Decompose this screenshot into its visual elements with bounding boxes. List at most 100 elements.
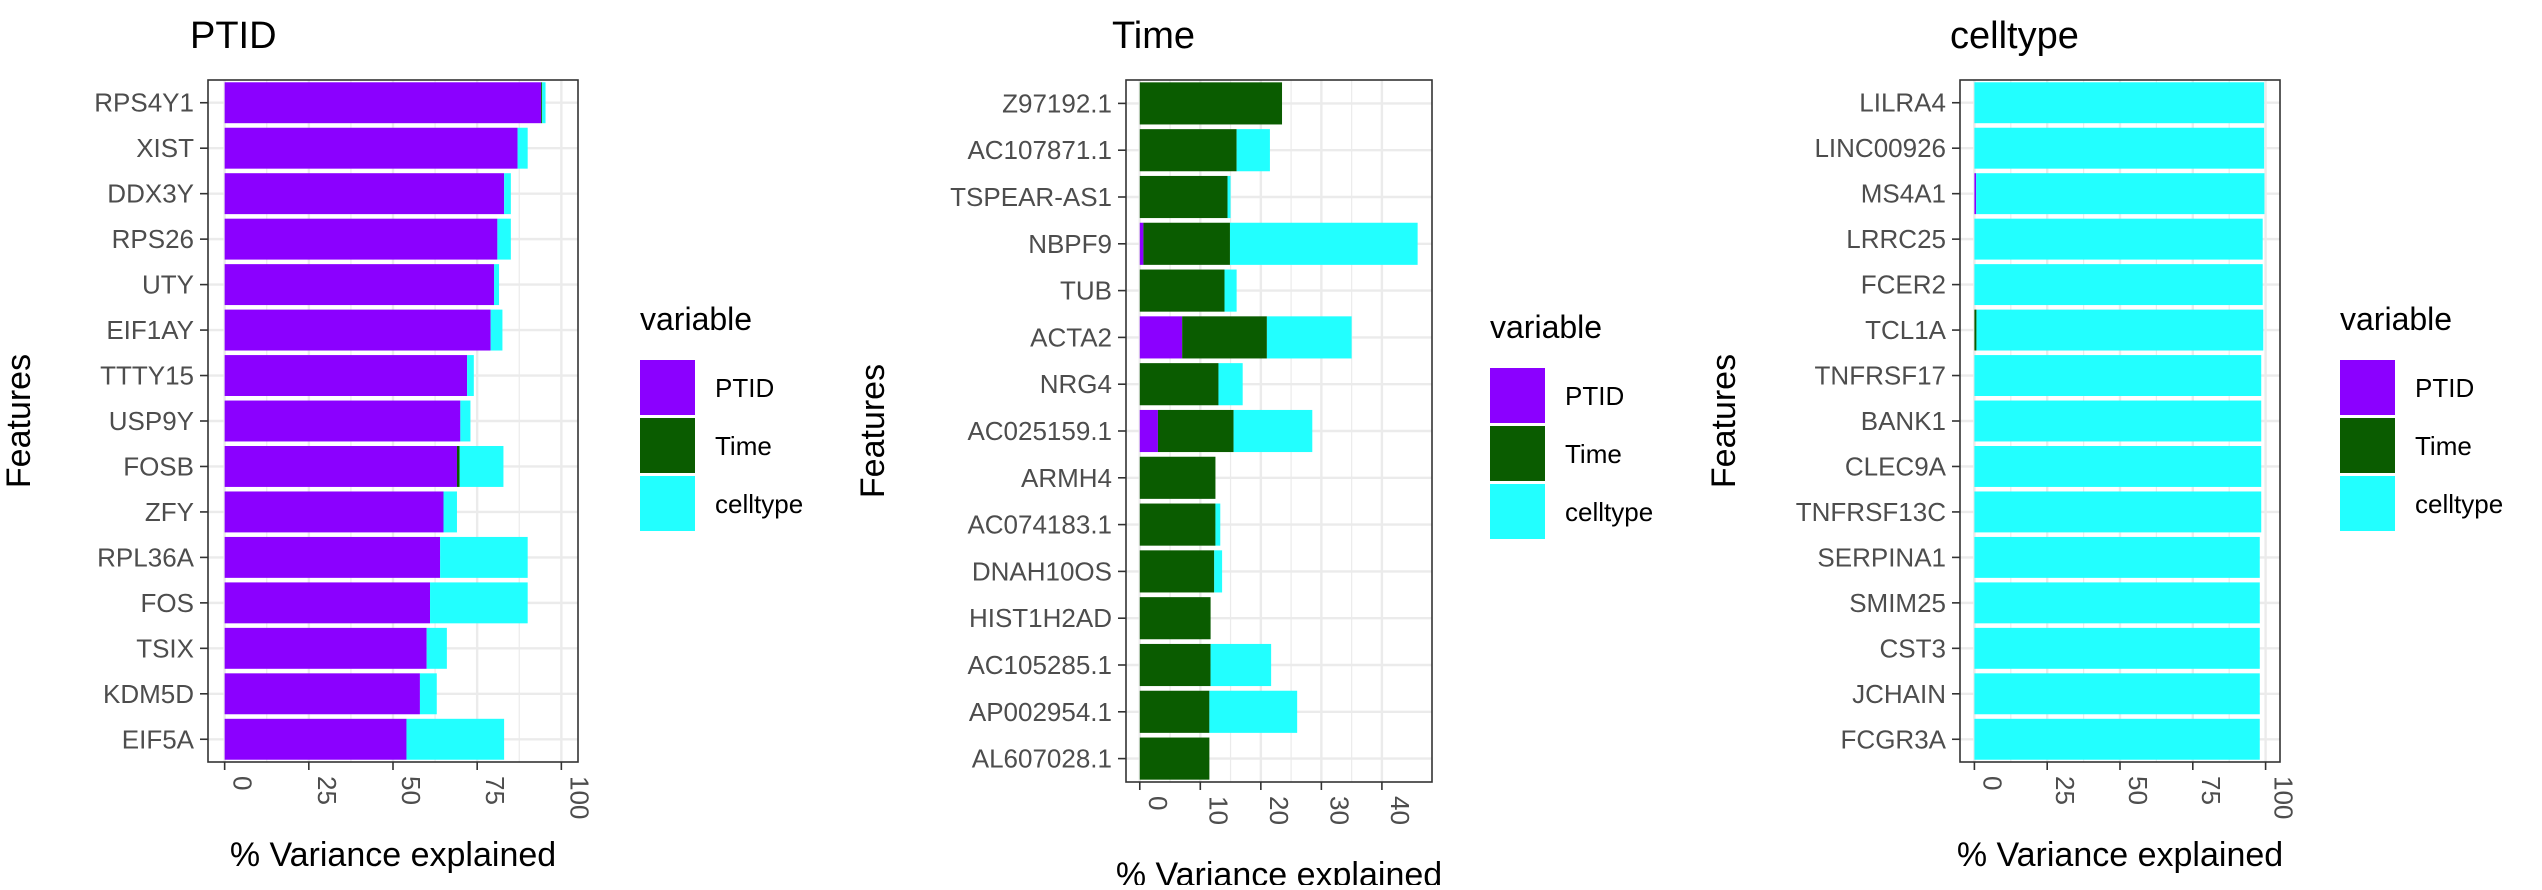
panel-1-legend-key-celltype [640, 476, 695, 531]
panel-2-y-tick-label: AC105285.1 [967, 650, 1112, 680]
panel-2-bar-celltype [1224, 269, 1237, 312]
panel-2-y-tick-label: AC074183.1 [967, 510, 1112, 540]
panel-2-bar-celltype [1236, 129, 1270, 172]
panel-1-bar-celltype [494, 264, 500, 306]
panel-3-y-tick-label: LILRA4 [1859, 88, 1946, 118]
panel-3-bar-celltype [1974, 627, 2260, 669]
panel-1-y-axis-label: Features [0, 354, 38, 488]
panel-2-bar-celltype [1266, 316, 1352, 359]
panel-3-legend-key-ptid [2340, 360, 2395, 415]
panel-1-y-tick-label: DDX3Y [107, 179, 194, 209]
panel-1-bar-celltype [426, 627, 447, 669]
panel-1-bar-celltype [443, 491, 457, 533]
panel-1-bar-celltype [430, 582, 528, 624]
panel-2-x-tick-label: 40 [1385, 796, 1415, 825]
panel-1-bar-ptid [224, 173, 505, 215]
panel-2-bar-time [1182, 316, 1267, 359]
panel-1-bar-celltype [459, 446, 504, 487]
panel-2-y-tick-label: NBPF9 [1028, 229, 1112, 259]
panel-3-y-tick-label: TNFRSF13C [1796, 497, 1946, 527]
panel-3-bar-celltype [1974, 127, 2265, 169]
panel-3-y-tick-label: FCER2 [1861, 270, 1946, 300]
panel-1-bar-celltype [504, 173, 511, 215]
panel-3-bar-celltype [1974, 400, 2262, 442]
panel-3-legend-key-celltype [2340, 476, 2395, 531]
panel-2-bar-time [1139, 550, 1215, 593]
panel-3-y-tick-label: SMIM25 [1849, 588, 1946, 618]
panel-3-bar-celltype [1974, 446, 2262, 487]
panel-1-y-tick-label: RPL36A [97, 542, 194, 572]
panel-1-y-tick-label: FOSB [123, 451, 194, 481]
panel-1-bar-ptid [224, 400, 461, 442]
panel-2-bar-celltype [1218, 363, 1243, 406]
panel-2-y-tick-label: ACTA2 [1030, 322, 1112, 352]
panel-1-y-tick-label: RPS26 [112, 224, 194, 254]
panel-2-bar-ptid [1139, 409, 1158, 453]
panel-3-y-tick-label: JCHAIN [1852, 679, 1946, 709]
panel-1-bar-ptid [224, 718, 407, 760]
panel-3-legend-label: Time [2415, 431, 2472, 461]
panel-1-y-tick-label: TSIX [136, 633, 194, 663]
panel-2-y-tick-label: ARMH4 [1021, 463, 1112, 493]
panel-2-y-tick-label: DNAH10OS [972, 556, 1112, 586]
panel-2-bar-time [1143, 222, 1230, 265]
panel-2-bar-celltype [1229, 222, 1418, 265]
panel-2-bar-celltype [1227, 175, 1231, 219]
panel-1-y-tick-label: RPS4Y1 [94, 88, 194, 118]
panel-2-y-tick-label: HIST1H2AD [969, 603, 1112, 633]
panel-1-bar-time [456, 446, 460, 487]
panel-1-bar-ptid [224, 446, 457, 487]
panel-1-bar-celltype [406, 718, 505, 760]
panel-1-x-axis-label: % Variance explained [230, 836, 556, 874]
panel-2-legend-key-celltype [1490, 484, 1545, 539]
panel-3-x-tick-label: 75 [2196, 776, 2226, 805]
panel-2-bar-celltype [1215, 503, 1221, 546]
panel-3-bar-celltype [1974, 673, 2260, 715]
panel-1-bar-celltype [419, 673, 437, 715]
panel-2-bar-time [1139, 690, 1210, 733]
panel-1-y-tick-label: FOS [141, 588, 194, 618]
panel-3-y-tick-label: BANK1 [1861, 406, 1946, 436]
panel-3-legend-key-time [2340, 418, 2395, 473]
panel-2-y-tick-label: Z97192.1 [1002, 88, 1112, 118]
panel-2-bar-time [1139, 643, 1211, 687]
panel-2-y-tick-label: AL607028.1 [972, 744, 1112, 774]
panel-3-bar-celltype [1974, 355, 2262, 396]
panel-3-x-tick-label: 100 [2269, 776, 2299, 819]
panel-1-legend-label: celltype [715, 489, 803, 519]
panel-2-legend-key-time [1490, 426, 1545, 481]
panel-1-bar-ptid [224, 627, 427, 669]
panel-1-bar-celltype [490, 309, 503, 351]
panel-1-bar-celltype [440, 536, 528, 578]
panel-3-bar-celltype [1974, 718, 2260, 760]
panel-1-bar-ptid [224, 127, 518, 169]
panel-2-legend-label: Time [1565, 439, 1622, 469]
panel-3-bar-celltype [1974, 536, 2260, 578]
panel-1-x-tick-label: 100 [564, 776, 594, 819]
panel-1-bar-celltype [497, 218, 511, 260]
panel-3-bar-celltype [1976, 309, 2264, 351]
panel-3-bar-celltype [1976, 173, 2265, 215]
panel-1-y-tick-label: EIF1AY [106, 315, 194, 345]
panel-2-bar-time [1139, 456, 1216, 499]
panel-1-bar-ptid [224, 491, 444, 533]
panel-3-bar-time [1974, 309, 1977, 351]
panel-1-legend-title: variable [640, 301, 752, 337]
panel-2-bar-ptid [1139, 316, 1183, 359]
panel-1-y-tick-label: EIF5A [122, 724, 195, 754]
panel-3-bar-celltype [1974, 82, 2265, 124]
panel-2-bar-time [1157, 409, 1234, 453]
panel-3-x-tick-label: 50 [2123, 776, 2153, 805]
panel-3-bar-ptid [1974, 173, 1977, 215]
panel-1-legend-label: PTID [715, 373, 774, 403]
panel-3-legend-title: variable [2340, 301, 2452, 337]
panel-1-legend-label: Time [715, 431, 772, 461]
panel-3-y-tick-label: LINC00926 [1814, 133, 1946, 163]
panel-2-bar-time [1139, 269, 1225, 312]
panel-2-legend-label: PTID [1565, 381, 1624, 411]
panel-1-bar-ptid [224, 82, 542, 124]
panel-1-bar-time [541, 82, 543, 124]
panel-3-y-tick-label: TNFRSF17 [1815, 361, 1946, 391]
panel-3-y-tick-label: LRRC25 [1846, 224, 1946, 254]
